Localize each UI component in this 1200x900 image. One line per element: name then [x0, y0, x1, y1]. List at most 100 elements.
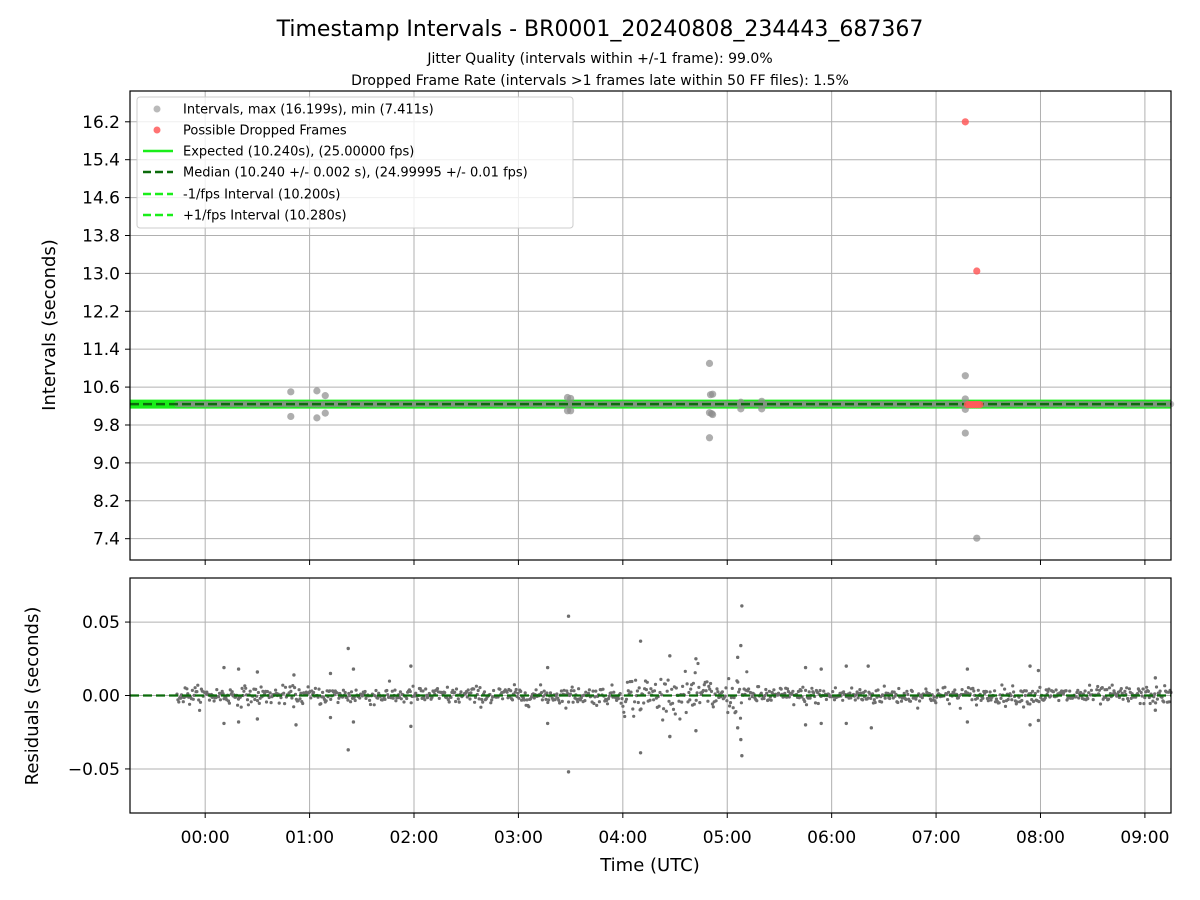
residual-point: [850, 686, 854, 690]
intervals-y-tick-label: 12.2: [82, 302, 120, 322]
residual-point: [244, 686, 248, 690]
residual-outlier-point: [566, 770, 571, 774]
residual-point: [863, 689, 867, 693]
residual-point: [616, 697, 621, 701]
intervals-panel: 7.4 8.2 9.0 9.8 10.6 11.4 12.2 13.0 13.8 14.6 15.4…: [39, 90, 1175, 565]
residual-point: [1139, 690, 1143, 695]
interval-outlier-point: [321, 409, 329, 417]
residual-point: [1015, 700, 1019, 704]
residual-point: [192, 693, 196, 698]
residual-outlier-point: [803, 723, 808, 727]
residual-point: [623, 714, 627, 719]
residuals-panel: −0.050.000.05 00:00 01:00 02:00 03:00 04:00 0…: [22, 577, 1173, 876]
residual-outlier-point: [255, 670, 260, 674]
residual-point: [894, 692, 898, 697]
residual-point: [557, 698, 561, 702]
residual-point: [607, 694, 611, 698]
interval-outlier-point: [313, 414, 321, 422]
residual-point: [1089, 688, 1093, 692]
residual-point: [510, 698, 515, 702]
residual-point: [790, 692, 794, 696]
residual-point: [539, 691, 544, 695]
residual-point: [631, 707, 635, 711]
residual-point: [1068, 689, 1072, 693]
residual-point: [267, 695, 271, 700]
residual-point: [854, 693, 858, 697]
residual-point: [236, 703, 240, 707]
residual-point: [644, 688, 649, 692]
residual-point: [547, 698, 551, 702]
residual-point: [353, 698, 357, 703]
residual-point: [583, 699, 587, 703]
residual-point: [594, 689, 598, 693]
residual-point: [905, 689, 909, 693]
residual-point: [723, 694, 727, 698]
x-tick-label: 08:00: [1016, 828, 1065, 848]
residual-point: [657, 704, 661, 708]
residual-point: [896, 700, 900, 705]
residual-point: [555, 692, 559, 696]
residual-point: [346, 698, 350, 702]
residual-point: [849, 696, 853, 700]
residual-point: [489, 701, 493, 705]
residual-point: [633, 700, 637, 704]
subtitle-jitter-quality: Jitter Quality (intervals within +/-1 fr…: [426, 51, 772, 67]
residual-point: [1096, 684, 1100, 689]
residual-point: [299, 691, 303, 695]
residual-point: [745, 670, 749, 674]
residual-point: [687, 690, 691, 695]
residual-point: [601, 687, 605, 691]
residual-point: [1024, 689, 1028, 693]
residual-point: [190, 688, 194, 693]
residual-outlier-point: [844, 721, 848, 726]
residual-point: [358, 696, 362, 700]
residual-point: [197, 698, 201, 702]
residual-point: [477, 697, 481, 701]
residual-point: [842, 690, 846, 694]
residual-point: [892, 690, 896, 694]
residual-point: [832, 698, 837, 702]
residual-point: [692, 702, 696, 706]
residual-point: [279, 696, 283, 700]
residual-point: [218, 698, 222, 702]
residual-point: [685, 682, 689, 686]
residual-outlier-point: [803, 665, 808, 670]
residual-point: [391, 696, 395, 700]
residual-point: [1079, 690, 1083, 695]
residual-point: [750, 695, 754, 699]
residual-point: [1126, 699, 1131, 703]
residual-point: [591, 689, 595, 693]
residual-point: [198, 700, 203, 704]
residual-point: [548, 691, 553, 695]
residual-point: [701, 688, 706, 693]
residual-point: [767, 689, 772, 693]
intervals-y-tick-label: 9.0: [93, 454, 120, 474]
residual-point: [324, 699, 328, 703]
residual-point: [674, 686, 678, 690]
residual-point: [797, 696, 801, 700]
residual-outlier-point: [668, 654, 672, 658]
residual-point: [520, 698, 524, 702]
residual-outlier-point: [409, 664, 413, 668]
residual-point: [372, 703, 376, 707]
residual-point: [620, 697, 624, 701]
residual-point: [532, 696, 536, 700]
interval-outlier-point: [567, 407, 575, 415]
residual-point: [582, 693, 586, 697]
residual-point: [265, 689, 269, 694]
residual-point: [729, 696, 734, 700]
residual-point: [1151, 699, 1155, 703]
residual-point: [560, 699, 564, 704]
residual-point: [622, 710, 626, 714]
residual-point: [416, 697, 420, 702]
residual-point: [335, 691, 339, 695]
residual-outlier-point: [638, 639, 643, 643]
residual-point: [542, 689, 546, 693]
residual-point: [946, 698, 950, 702]
residual-point: [609, 691, 613, 695]
residual-point: [352, 695, 356, 700]
residual-point: [772, 688, 776, 692]
residual-point: [527, 705, 531, 709]
residual-point: [564, 706, 568, 710]
interval-outlier-point: [321, 392, 329, 400]
